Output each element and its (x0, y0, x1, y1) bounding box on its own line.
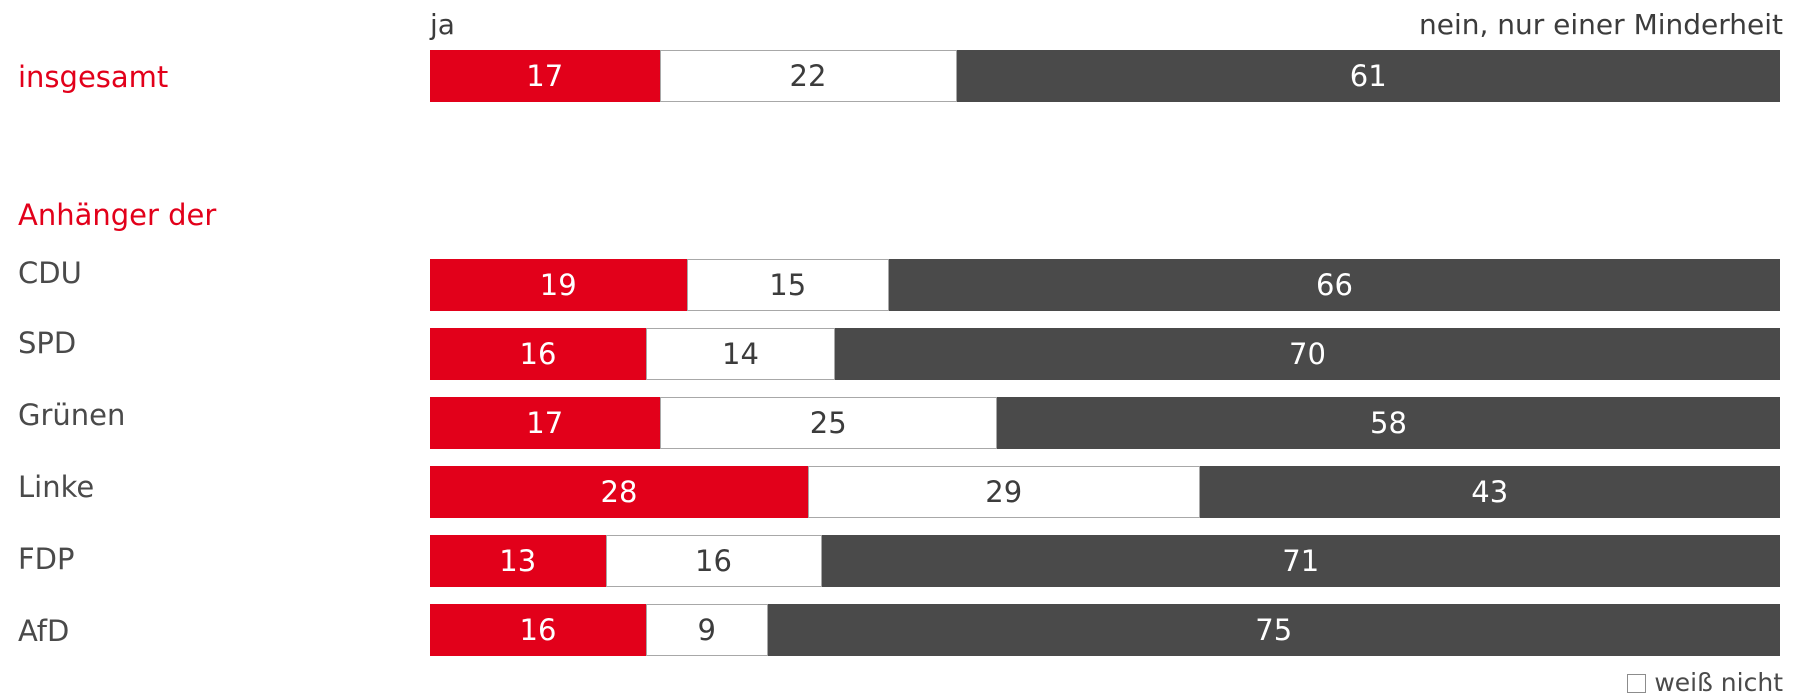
data-label: 17 (526, 59, 564, 93)
bar-segment-wn: 9 (646, 604, 768, 656)
data-label: 70 (1289, 337, 1326, 371)
bar-segment-nein: 66 (889, 259, 1780, 311)
data-label: 13 (499, 544, 537, 578)
data-label: 15 (769, 268, 807, 302)
category-label-spd: SPD (18, 326, 77, 360)
data-label: 9 (697, 613, 716, 647)
data-label: 16 (519, 337, 557, 371)
bar-segment-ja: 19 (430, 259, 687, 311)
category-label-linke: Linke (18, 470, 95, 504)
bar-segment-wn: 25 (659, 397, 997, 449)
data-label: 14 (722, 337, 759, 371)
bar-row-spd: 16 14 70 (430, 328, 1780, 380)
bar-segment-wn: 29 (808, 466, 1200, 518)
bar-segment-wn: 15 (686, 259, 889, 311)
bar-segment-ja: 13 (430, 535, 606, 587)
bar-segment-nein: 58 (997, 397, 1780, 449)
data-label: 25 (809, 406, 847, 440)
data-label: 29 (985, 475, 1023, 509)
bar-segment-nein: 61 (956, 50, 1780, 102)
data-label: 19 (539, 268, 577, 302)
bar-segment-nein: 43 (1199, 466, 1780, 518)
data-label: 58 (1370, 406, 1407, 440)
data-label: 16 (519, 613, 557, 647)
bar-segment-ja: 16 (430, 604, 646, 656)
data-label: 43 (1471, 475, 1509, 509)
legend-label-ja: ja (430, 8, 455, 41)
data-label: 75 (1255, 613, 1293, 647)
bar-segment-ja: 17 (430, 397, 660, 449)
bar-segment-wn: 22 (659, 50, 957, 102)
bar-row-cdu: 19 15 66 (430, 259, 1780, 311)
bar-row-afd: 16 9 75 (430, 604, 1780, 656)
bar-row-gr-nen: 17 25 58 (430, 397, 1780, 449)
data-label: 16 (695, 544, 732, 578)
data-label: 22 (789, 59, 827, 93)
bar-segment-wn: 14 (646, 328, 835, 380)
category-label-afd: AfD (18, 614, 70, 648)
bar-segment-nein: 70 (835, 328, 1780, 380)
bar-segment-ja: 17 (430, 50, 660, 102)
bar-segment-nein: 75 (767, 604, 1780, 656)
square-outline-icon (1627, 673, 1647, 693)
legend-label-nein: nein, nur einer Minderheit (1418, 8, 1783, 41)
legend-weiss-nicht: weiß nicht (1627, 668, 1783, 698)
bar-segment-ja: 28 (430, 466, 808, 518)
category-label-insgesamt: insgesamt (18, 60, 169, 94)
legend-label-weiss-nicht: weiß nicht (1654, 668, 1783, 697)
category-label-gr-nen: Grünen (18, 398, 126, 432)
bar-row-fdp: 13 16 71 (430, 535, 1780, 587)
bar-row-insgesamt: 17 22 61 (430, 50, 1780, 102)
group-heading: Anhänger der (18, 198, 217, 232)
data-label: 17 (526, 406, 564, 440)
category-label-fdp: FDP (18, 542, 75, 576)
data-label: 66 (1316, 268, 1353, 302)
bar-segment-wn: 16 (605, 535, 822, 587)
bar-segment-ja: 16 (430, 328, 646, 380)
data-label: 61 (1349, 59, 1387, 93)
category-label-cdu: CDU (18, 256, 82, 290)
bar-segment-nein: 71 (821, 535, 1780, 587)
data-label: 28 (600, 475, 638, 509)
data-label: 71 (1282, 544, 1320, 578)
bar-row-linke: 28 29 43 (430, 466, 1780, 518)
